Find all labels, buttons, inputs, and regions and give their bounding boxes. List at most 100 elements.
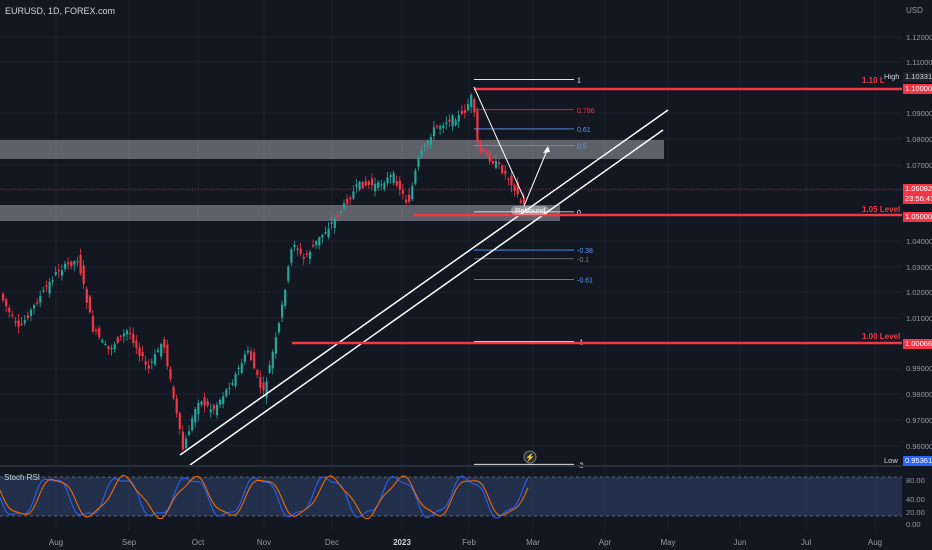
candle-body: [312, 245, 315, 247]
candle-body: [33, 305, 36, 309]
candle-body: [343, 203, 346, 209]
support-zone: [0, 205, 560, 221]
candle-body: [29, 309, 33, 316]
low-label: Low: [884, 456, 898, 465]
candle-body: [370, 178, 374, 186]
candle-body: [417, 157, 420, 167]
candle-body: [302, 257, 305, 259]
y-tick: 0.98000: [906, 390, 932, 399]
candle-body: [225, 389, 228, 397]
candle-body: [389, 175, 392, 178]
candle-body: [228, 388, 231, 390]
candle-body: [420, 150, 423, 157]
channel-upper-line[interactable]: [179, 109, 669, 456]
channel-lower-line[interactable]: [189, 129, 664, 466]
level-100-label[interactable]: 1.00 Level: [862, 332, 901, 341]
x-tick: Aug: [48, 538, 64, 547]
candle-body: [315, 241, 318, 246]
candle-body: [11, 314, 14, 317]
candle-body: [510, 175, 513, 186]
lightning-icon[interactable]: [523, 450, 537, 464]
candle-body: [163, 339, 166, 348]
fib-level-label: 0.5: [577, 143, 587, 150]
candle-body: [85, 288, 88, 303]
candle-body: [333, 218, 336, 229]
level-100-price-tag: 1.00066: [903, 339, 932, 349]
rebound-arrow[interactable]: [523, 147, 549, 207]
level-105-label[interactable]: 1.05 Level: [862, 205, 901, 214]
candle-body: [473, 99, 476, 113]
candle-body: [91, 316, 95, 332]
x-tick: Sep: [121, 538, 137, 547]
candle-body: [144, 361, 147, 365]
candle-body: [2, 293, 5, 301]
candle-body: [234, 374, 237, 387]
candle-body: [501, 165, 504, 173]
candle-body: [339, 211, 343, 213]
high-price-tag: 1.10331: [903, 72, 932, 82]
candle-body: [488, 152, 491, 162]
fib-level-label: -0.38: [577, 248, 593, 255]
candle-body: [448, 119, 451, 122]
y-tick: 1.04000: [906, 237, 932, 246]
candle-body: [287, 266, 290, 281]
x-tick: Apr: [598, 538, 612, 547]
indicator-name[interactable]: Stoch RSI: [4, 473, 41, 482]
trend-channel[interactable]: [179, 109, 669, 466]
candle-body: [188, 431, 191, 435]
level-110-label[interactable]: 1.10 L: [862, 76, 885, 85]
symbol-title[interactable]: EURUSD, 1D, FOREX.com: [5, 6, 116, 16]
candle-body: [367, 181, 370, 185]
rsi-tick: 40.00: [906, 495, 925, 504]
candle-body: [485, 152, 488, 156]
candle-body: [175, 398, 178, 414]
level-105-price-tag: 1.05000: [903, 212, 932, 222]
candle-body: [522, 197, 525, 204]
candle-body: [327, 228, 330, 238]
candle-body: [395, 181, 398, 186]
y-tick: 0.99000: [906, 364, 932, 373]
stoch-k-line: [0, 475, 529, 519]
x-tick: 2023: [393, 538, 411, 547]
y-tick: 1.09000: [906, 109, 932, 118]
fib-level-label: -0.1: [577, 257, 589, 264]
fib-level-label: 0: [577, 210, 581, 217]
arrow-head-icon: [543, 146, 550, 153]
level-lines[interactable]: [0, 87, 902, 345]
candle-body: [135, 340, 138, 348]
candle-body: [479, 145, 482, 152]
candle-body: [507, 178, 510, 180]
candle-body: [181, 431, 184, 450]
candle-body: [122, 333, 126, 337]
rebound-annotation[interactable]: Rebound: [511, 206, 550, 215]
candle-body: [383, 183, 386, 190]
projection-arrows[interactable]: [473, 86, 550, 207]
candle-body: [271, 352, 274, 368]
stoch-d-line: [0, 474, 529, 520]
candle-body: [222, 396, 225, 404]
y-tick: 1.03000: [906, 263, 932, 272]
candle-body: [429, 137, 432, 146]
candle-body: [215, 404, 219, 416]
stoch-rsi-lines: [0, 474, 529, 520]
candle-body: [445, 122, 448, 125]
supply-demand-zones: [0, 140, 664, 221]
candle-body: [157, 350, 160, 352]
candle-body: [457, 115, 460, 122]
candle-body: [36, 302, 39, 304]
y-tick: 1.11000: [906, 58, 932, 67]
candle-body: [240, 363, 243, 374]
candle-body: [513, 185, 516, 191]
candle-body: [237, 367, 240, 369]
wave-path[interactable]: [473, 86, 525, 199]
candle-body: [454, 120, 457, 126]
candle-body: [436, 125, 439, 128]
x-tick: Feb: [462, 538, 476, 547]
candle-body: [321, 234, 324, 238]
candle-body: [178, 412, 181, 430]
candle-body: [39, 296, 42, 303]
candle-body: [250, 351, 253, 360]
candle-body: [352, 191, 355, 199]
